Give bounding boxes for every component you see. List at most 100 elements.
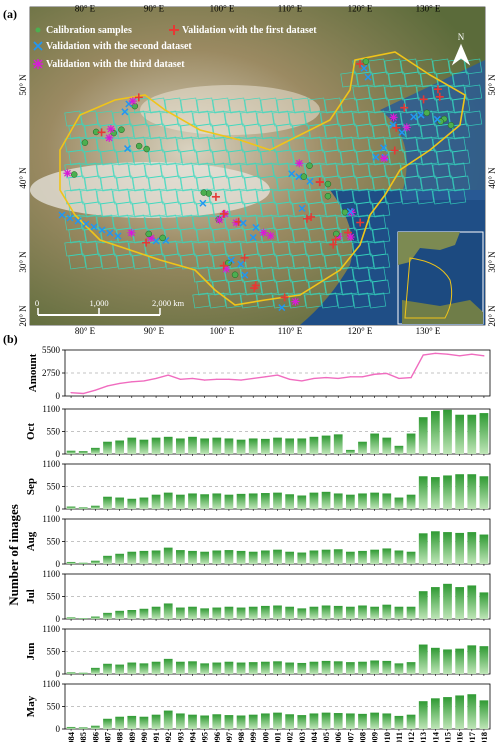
bar [309, 606, 319, 619]
bar [382, 548, 392, 564]
grid-cell [212, 201, 231, 218]
bar [406, 662, 416, 674]
bar [236, 493, 246, 509]
amount-point [106, 385, 109, 387]
grid-cell [212, 227, 231, 244]
bar [394, 497, 404, 509]
bar [394, 663, 404, 674]
grid-cell [212, 97, 231, 114]
grid-cell [276, 175, 295, 192]
grid-cell [84, 201, 103, 218]
map-panel: Calibration samples Validation with the f… [3, 3, 497, 336]
year-label: 1988 [115, 732, 125, 742]
grid-cell [384, 188, 403, 205]
year-label: 2004 [309, 731, 319, 742]
grid-cell [324, 97, 343, 114]
bar [430, 587, 440, 619]
grid-cell [420, 97, 439, 114]
bar [248, 493, 258, 509]
amount-point [252, 377, 254, 380]
calibration-sample-marker [81, 139, 89, 146]
grid-cell [400, 188, 419, 205]
first-dataset-marker [211, 192, 220, 201]
third-dataset-marker [127, 228, 136, 237]
bar [236, 715, 246, 729]
bar [309, 492, 319, 509]
bar [200, 715, 210, 729]
second-dataset-marker [239, 219, 247, 227]
grid-cell [260, 123, 279, 140]
grid-cell [452, 71, 471, 88]
bar [394, 550, 404, 564]
y-tick-label: 0 [56, 669, 61, 679]
first-dataset-marker [433, 85, 442, 94]
amount-point [240, 379, 242, 381]
bar [127, 715, 137, 729]
bar [212, 662, 222, 674]
bar [151, 661, 161, 674]
grid-cell [228, 279, 247, 296]
bar [297, 552, 307, 564]
subplot-amount: 5500 2750 0 Amount [27, 345, 491, 401]
second-dataset-marker [306, 177, 314, 185]
bar [382, 437, 392, 454]
first-dataset-marker [307, 212, 316, 221]
year-label: 2002 [285, 732, 295, 742]
second-dataset-marker [364, 73, 372, 81]
y-tick-label: 1100 [42, 569, 60, 579]
bar [188, 550, 197, 564]
amount-point [167, 374, 169, 376]
grid-cell [224, 292, 243, 309]
lat-tick-right: 50° N [487, 74, 497, 96]
grid-cell [372, 227, 391, 244]
grid-cell [308, 227, 327, 244]
bar [285, 662, 295, 674]
map-legend: Calibration samples Validation with the f… [33, 25, 317, 70]
bar [467, 694, 477, 729]
scale-label-1000: 1,000 [89, 298, 108, 308]
grid-cell [308, 175, 327, 192]
year-label: 2013 [418, 732, 428, 742]
lon-tick-top: 110° E [278, 3, 303, 13]
bar [273, 661, 282, 674]
grid-cell [180, 253, 199, 270]
bar [103, 663, 112, 674]
bar [370, 660, 380, 674]
bar [224, 494, 234, 509]
grid-cell [84, 253, 103, 270]
amount-point [434, 352, 436, 354]
grid-cell [340, 71, 359, 88]
grid-cell [436, 71, 455, 88]
grid-cell [292, 97, 311, 114]
amount-point [155, 377, 157, 380]
year-label: 2008 [358, 732, 368, 742]
year-label: 1989 [127, 732, 137, 742]
bar [139, 608, 149, 619]
bar [163, 710, 173, 729]
bar [358, 441, 367, 454]
grid-cell [68, 123, 87, 140]
grid-cell [372, 149, 391, 166]
grid-cell [244, 97, 263, 114]
calibration-sample-marker [447, 122, 455, 129]
third-dataset-marker [402, 123, 411, 132]
grid-cell [244, 175, 263, 192]
first-dataset-marker [315, 178, 324, 187]
grid-cell [372, 279, 391, 296]
bar [212, 714, 222, 729]
first-dataset-marker [97, 128, 106, 137]
grid-cell [304, 292, 323, 309]
year-label: 1997 [224, 731, 234, 742]
grid-cell [308, 97, 327, 114]
grid-cell [452, 149, 471, 166]
grid-cell [276, 279, 295, 296]
grid-cell [452, 123, 471, 140]
grid-cell [420, 175, 439, 192]
third-dataset-marker [291, 297, 300, 306]
grid-cell [420, 71, 439, 88]
bar [236, 550, 246, 564]
bar [418, 644, 428, 674]
subplot-jun: 1100 550 0 Jun [25, 624, 491, 679]
grid-cell [292, 253, 311, 270]
year-label: 1994 [188, 731, 198, 742]
